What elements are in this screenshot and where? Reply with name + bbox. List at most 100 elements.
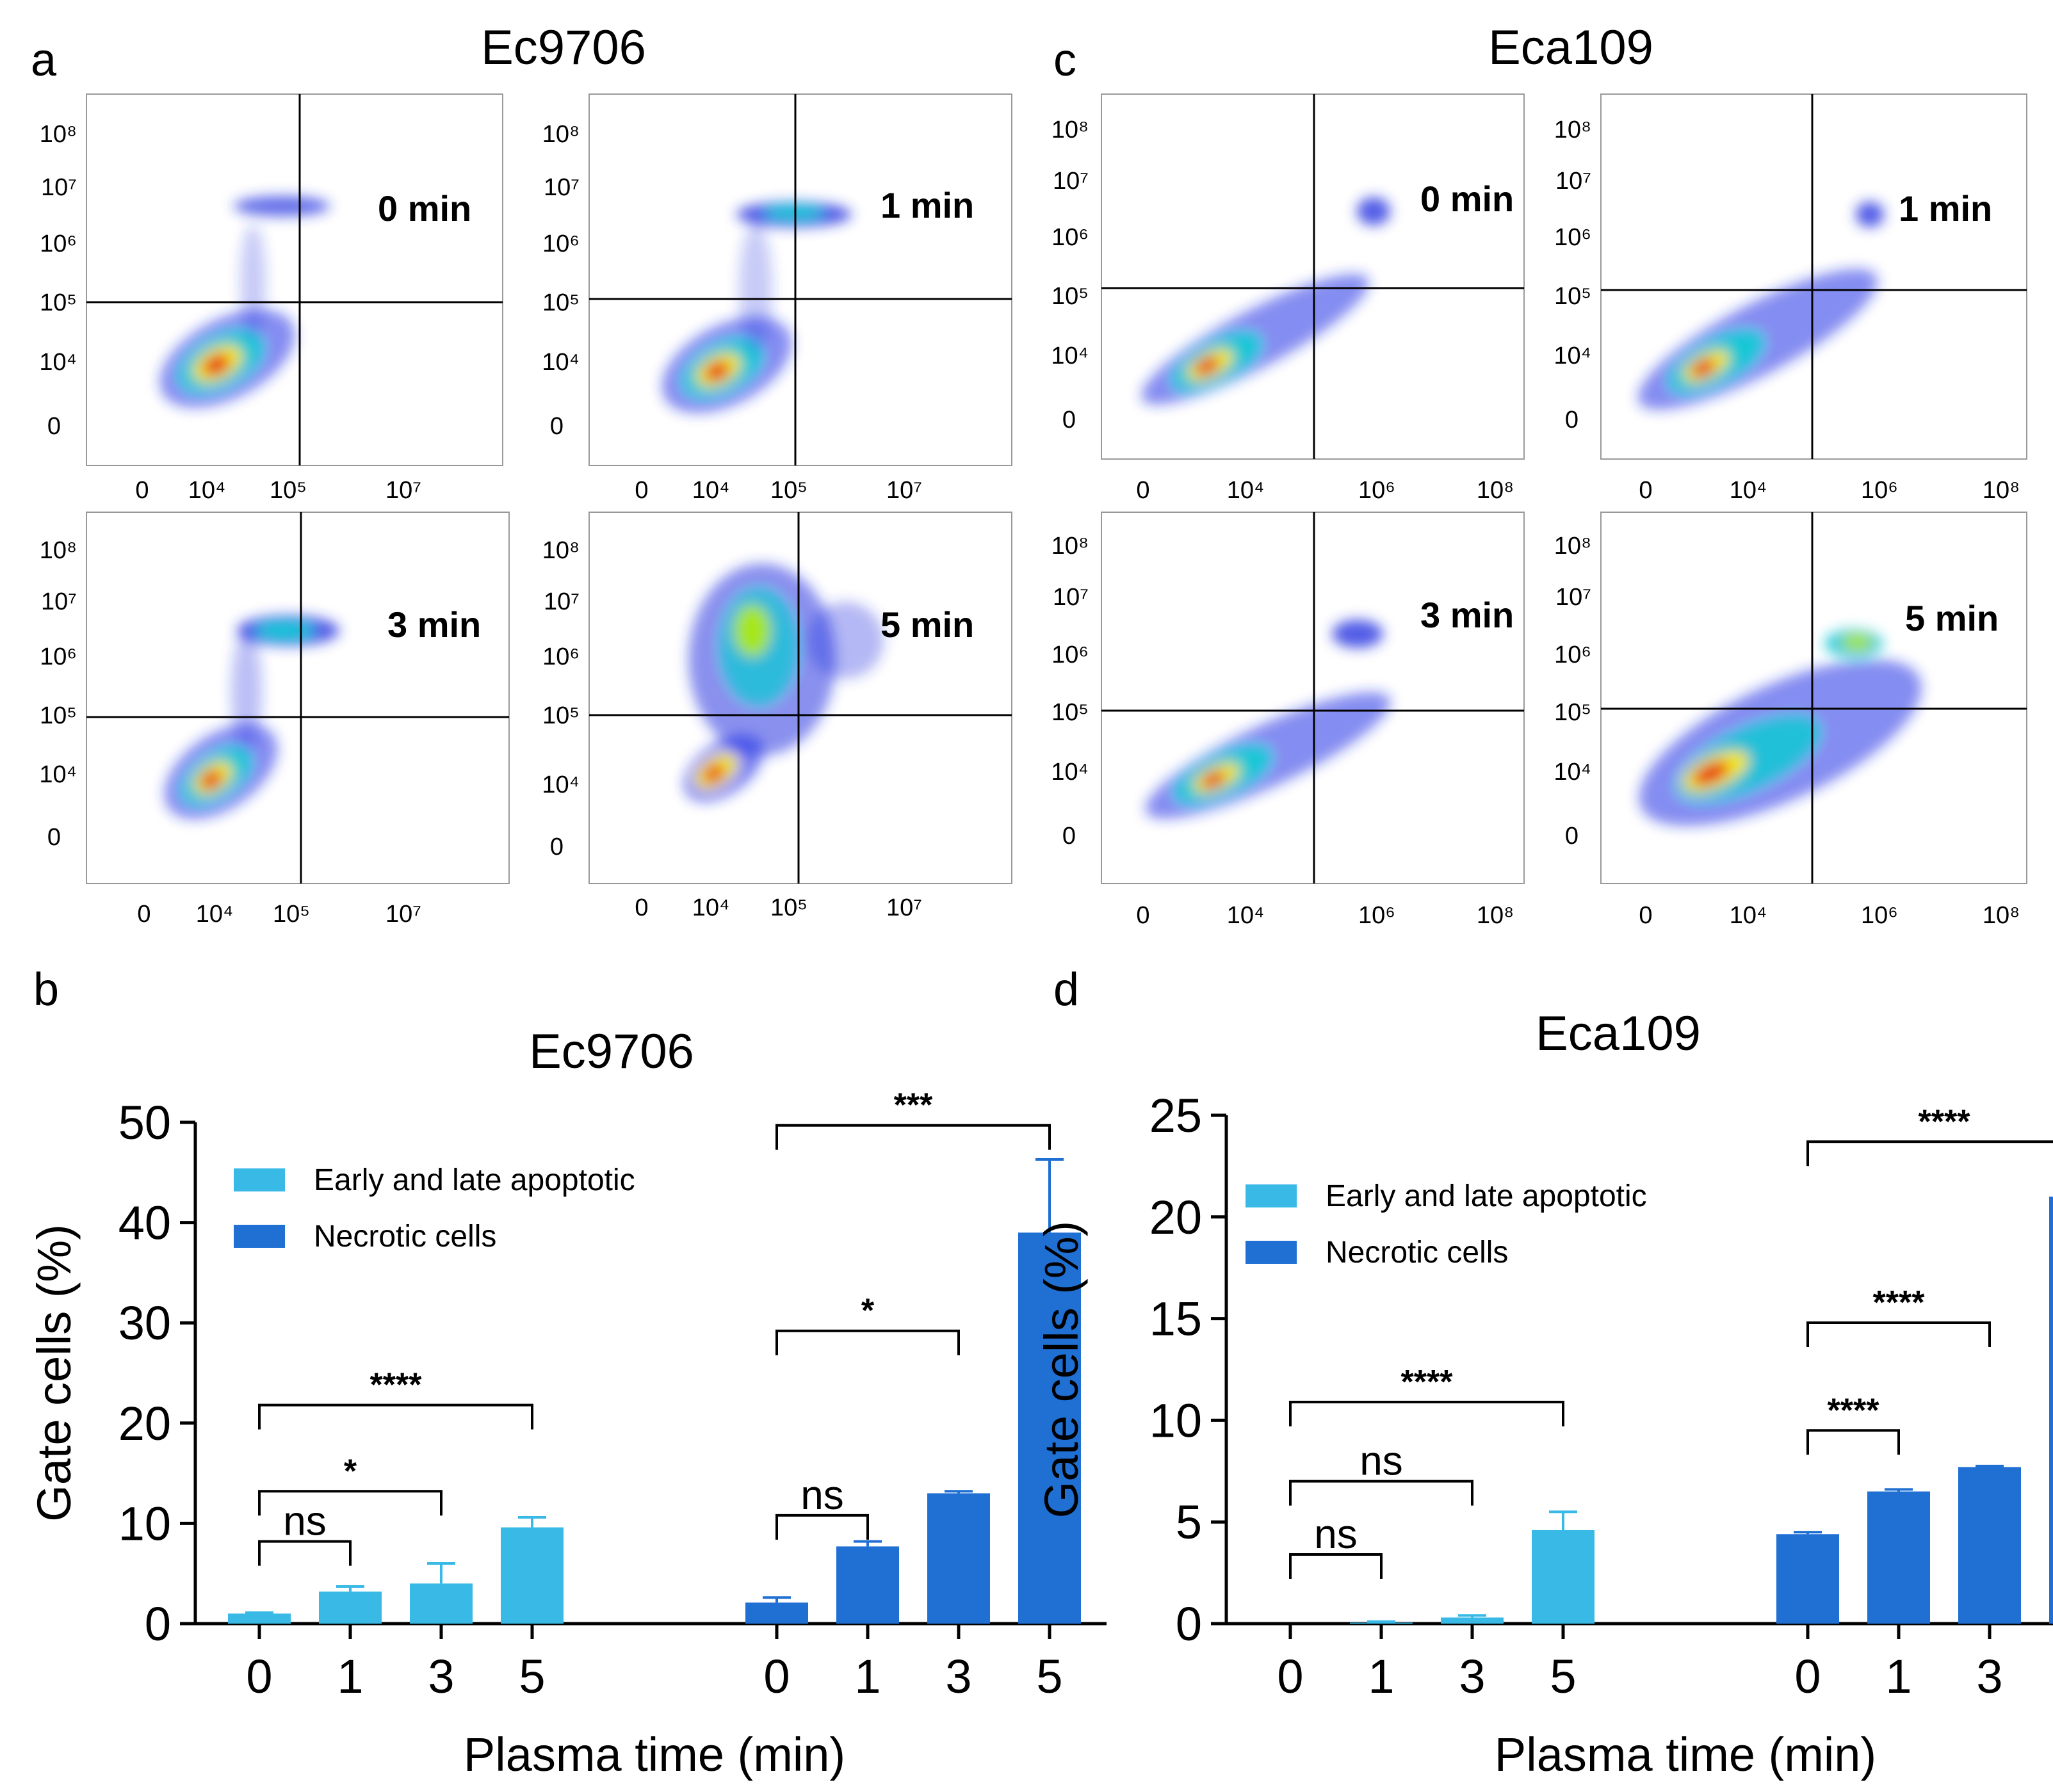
significance-label: * bbox=[861, 1293, 875, 1330]
x-tick-label: 5 bbox=[519, 1650, 545, 1703]
y-tick: 0 bbox=[1565, 407, 1578, 433]
y-tick: 10⁵ bbox=[40, 289, 77, 316]
x-tick-label: 1 bbox=[1368, 1650, 1394, 1703]
y-tick-label: 50 bbox=[118, 1096, 171, 1149]
flow-plot-label: 1 min bbox=[1899, 188, 1992, 229]
flow-plot: 3 min 10⁸ 10⁷ 10⁶ 10⁵ 10⁴ 0 0 10⁴ 10⁶ 10… bbox=[1051, 512, 1525, 929]
density-cloud bbox=[1637, 202, 1884, 410]
significance-bracket bbox=[775, 1514, 869, 1540]
y-tick: 10⁸ bbox=[1051, 533, 1089, 560]
y-tick: 0 bbox=[47, 413, 61, 440]
y-tick-label: 25 bbox=[1149, 1089, 1202, 1142]
x-tick-label: 3 bbox=[1459, 1650, 1485, 1703]
panel-title-d: Eca109 bbox=[1536, 1006, 1701, 1061]
x-tick: 10⁷ bbox=[886, 894, 922, 921]
flow-plot-label: 5 min bbox=[880, 604, 974, 645]
y-tick: 10⁸ bbox=[40, 121, 77, 148]
bar bbox=[836, 1546, 899, 1624]
y-tick: 10⁶ bbox=[1554, 224, 1591, 251]
panel-title-b: Ec9706 bbox=[529, 1024, 694, 1079]
y-tick: 10⁶ bbox=[1554, 642, 1591, 668]
flow-plot-label: 3 min bbox=[387, 604, 481, 645]
legend-label: Necrotic cells bbox=[314, 1220, 496, 1254]
x-tick-label: 0 bbox=[1794, 1650, 1821, 1703]
x-tick-label: 5 bbox=[1036, 1650, 1062, 1703]
density-cloud bbox=[164, 615, 339, 819]
x-tick: 0 bbox=[1136, 902, 1149, 929]
y-tick-label: 40 bbox=[118, 1197, 171, 1250]
y-tick: 10⁴ bbox=[1554, 343, 1591, 369]
flow-panel-c: 0 min 10⁸ 10⁷ 10⁶ 10⁵ 10⁴ 0 0 10⁴ 10⁶ 10… bbox=[1051, 93, 2027, 929]
x-tick: 10⁴ bbox=[1730, 477, 1767, 504]
x-tick: 10⁶ bbox=[1358, 477, 1395, 504]
bar bbox=[927, 1493, 990, 1624]
y-tick: 10⁸ bbox=[1554, 117, 1591, 143]
y-tick: 10⁶ bbox=[542, 230, 580, 257]
y-tick: 10⁸ bbox=[40, 537, 77, 564]
legend-label: Early and late apoptotic bbox=[1326, 1179, 1647, 1213]
legend-swatch bbox=[234, 1225, 285, 1248]
y-tick-label: 10 bbox=[118, 1497, 171, 1550]
y-tick: 0 bbox=[1062, 407, 1076, 433]
density-cloud bbox=[1141, 197, 1390, 405]
bar bbox=[1958, 1467, 2021, 1624]
y-tick: 10⁶ bbox=[1051, 224, 1089, 251]
significance-bracket bbox=[1806, 1140, 2053, 1166]
significance-bracket bbox=[1289, 1400, 1564, 1426]
flow-plot: 0 min 10⁸ 10⁷ 10⁶ 10⁵ 10⁴ 0 0 10⁴ 10⁵ 10… bbox=[39, 93, 503, 504]
x-tick: 10⁵ bbox=[770, 477, 807, 504]
y-tick: 10⁷ bbox=[1555, 168, 1591, 195]
significance-bracket bbox=[258, 1540, 352, 1566]
significance-bracket bbox=[1806, 1321, 1991, 1347]
x-tick: 10⁶ bbox=[1358, 902, 1395, 929]
y-tick: 10⁸ bbox=[1051, 117, 1089, 143]
x-tick: 10⁴ bbox=[1227, 477, 1265, 504]
x-tick: 10⁸ bbox=[1983, 477, 2020, 504]
density-cloud bbox=[1639, 629, 1922, 827]
y-tick-label: 30 bbox=[118, 1296, 171, 1350]
y-axis-label: Gate cells (%) bbox=[1035, 1221, 1088, 1519]
flow-plot: 1 min 10⁸ 10⁷ 10⁶ 10⁵ 10⁴ 0 0 10⁴ 10⁶ 10… bbox=[1554, 93, 2027, 504]
bar bbox=[1018, 1232, 1081, 1624]
significance-bracket bbox=[258, 1490, 442, 1516]
significance-label: **** bbox=[370, 1367, 423, 1404]
x-tick: 0 bbox=[137, 901, 150, 928]
bar bbox=[501, 1527, 564, 1624]
significance-label: ns bbox=[1359, 1438, 1403, 1484]
y-tick: 10⁷ bbox=[1555, 584, 1591, 611]
x-tick: 0 bbox=[135, 477, 149, 504]
panel-letter-b: b bbox=[33, 964, 59, 1015]
x-tick: 0 bbox=[1639, 902, 1652, 929]
significance-bracket bbox=[258, 1403, 533, 1430]
x-tick: 0 bbox=[1136, 477, 1149, 504]
x-tick: 10⁴ bbox=[1227, 902, 1265, 929]
significance-bracket bbox=[1806, 1429, 1900, 1455]
x-tick: 10⁶ bbox=[1861, 902, 1898, 929]
y-tick: 10⁶ bbox=[1051, 642, 1089, 668]
x-tick: 10⁷ bbox=[886, 477, 922, 504]
x-tick: 0 bbox=[635, 477, 648, 504]
legend-label: Early and late apoptotic bbox=[314, 1163, 635, 1197]
y-tick: 10⁶ bbox=[40, 643, 77, 670]
x-tick: 10⁷ bbox=[385, 901, 421, 928]
y-tick: 10⁴ bbox=[39, 761, 77, 788]
x-tick: 10⁴ bbox=[1730, 902, 1767, 929]
x-tick: 10⁵ bbox=[770, 894, 807, 921]
x-tick-label: 3 bbox=[1976, 1650, 2002, 1703]
bar bbox=[228, 1613, 291, 1624]
panel-letter-a: a bbox=[31, 35, 57, 86]
x-tick: 10⁴ bbox=[188, 477, 226, 504]
panel-letter-c: c bbox=[1053, 35, 1076, 86]
significance-label: **** bbox=[1401, 1364, 1454, 1401]
y-tick: 10⁵ bbox=[1051, 283, 1089, 310]
legend-swatch bbox=[1246, 1184, 1297, 1207]
significance-label: * bbox=[344, 1453, 357, 1490]
significance-label: **** bbox=[1873, 1284, 1926, 1321]
y-tick: 0 bbox=[550, 413, 564, 440]
x-tick: 10⁸ bbox=[1477, 902, 1514, 929]
flow-plot: 5 min 10⁸ 10⁷ 10⁶ 10⁵ 10⁴ 0 0 10⁴ 10⁶ 10… bbox=[1554, 512, 2027, 929]
y-tick: 10⁸ bbox=[1554, 533, 1591, 560]
flow-plot: 3 min 10⁸ 10⁷ 10⁶ 10⁵ 10⁴ 0 0 10⁴ 10⁵ 10… bbox=[39, 512, 510, 928]
y-tick: 10⁸ bbox=[542, 537, 580, 564]
